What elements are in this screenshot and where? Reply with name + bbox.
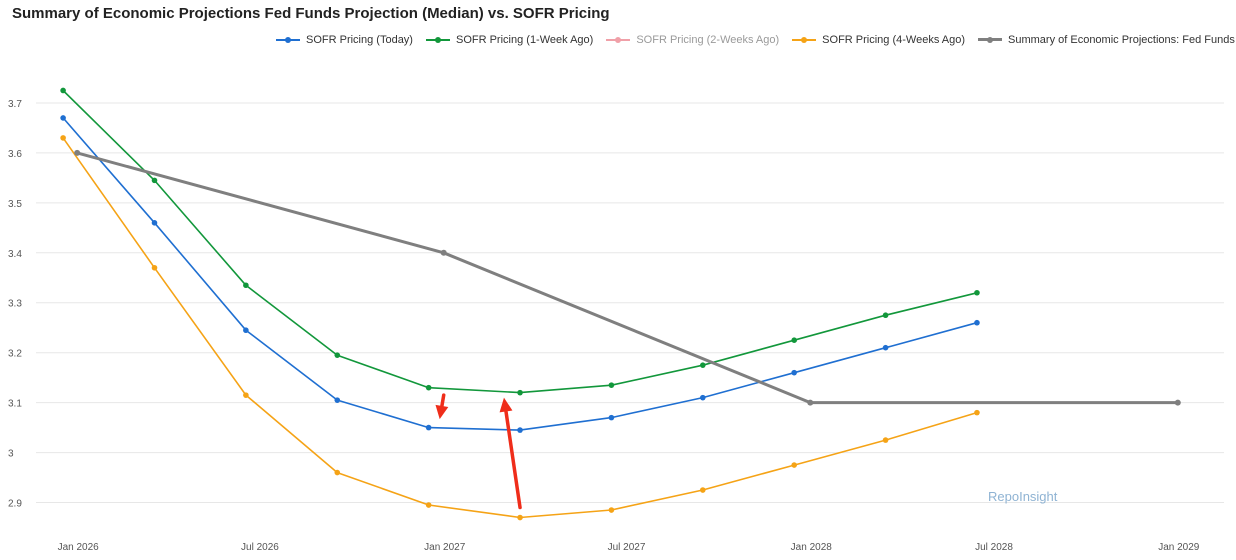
legend-swatch-sofr-2-weeks — [606, 35, 631, 45]
x-tick-label: Jan 2028 — [791, 542, 833, 553]
legend-swatch-dot — [801, 37, 808, 43]
arrow-shaft — [504, 409, 522, 510]
series-sofr-pricing-1-week-ago — [60, 87, 980, 396]
data-point-sofr-pricing-4-weeks-ago[interactable] — [243, 392, 249, 398]
legend-label-sep-fed-funds: Summary of Economic Projections: Fed Fun… — [1008, 34, 1236, 46]
data-point-sofr-pricing-today[interactable] — [517, 427, 523, 433]
data-point-sofr-pricing-4-weeks-ago[interactable] — [700, 487, 706, 493]
data-point-sofr-pricing-4-weeks-ago[interactable] — [517, 514, 523, 521]
series-sofr-pricing-4-weeks-ago — [60, 135, 980, 521]
data-point-sofr-pricing-1-week-ago[interactable] — [60, 87, 66, 94]
data-point-sofr-pricing-today[interactable] — [334, 397, 341, 403]
legend: SOFR Pricing (Today) SOFR Pricing (1-Wee… — [276, 34, 1236, 46]
arrow-head — [435, 404, 449, 420]
data-point-sofr-pricing-1-week-ago[interactable] — [791, 337, 797, 344]
data-point-sofr-pricing-1-week-ago[interactable] — [517, 389, 523, 396]
data-point-sofr-pricing-1-week-ago[interactable] — [243, 282, 249, 289]
data-point-sofr-pricing-4-weeks-ago[interactable] — [425, 502, 432, 508]
y-tick-label: 3.5 — [8, 199, 22, 210]
y-tick-label: 3.2 — [8, 349, 22, 360]
y-tick-label: 3.6 — [8, 149, 22, 160]
x-tick-label: Jul 2027 — [608, 542, 646, 553]
data-point-sofr-pricing-today[interactable] — [243, 327, 249, 334]
data-point-sofr-pricing-1-week-ago[interactable] — [882, 312, 889, 319]
series-summary-of-economic-projections-fed-funds-rate — [74, 149, 1181, 406]
data-point-sofr-pricing-today[interactable] — [425, 424, 432, 431]
data-point-sofr-pricing-4-weeks-ago[interactable] — [974, 409, 980, 416]
data-point-sofr-pricing-today[interactable] — [882, 344, 889, 351]
series-line-sofr-pricing-1-week-ago — [62, 89, 978, 394]
chart-title: Summary of Economic Projections Fed Fund… — [12, 5, 610, 22]
y-tick-label: 3 — [8, 449, 14, 460]
y-tick-label: 3.3 — [8, 299, 22, 310]
legend-item-sofr-today[interactable]: SOFR Pricing (Today) — [276, 34, 413, 46]
y-tick-label: 3.7 — [8, 99, 22, 110]
x-tick-label: Jul 2028 — [975, 542, 1013, 553]
legend-swatch-dot — [285, 37, 291, 43]
x-tick-label: Jan 2027 — [424, 542, 466, 553]
legend-swatch-sofr-4-weeks — [792, 35, 817, 45]
x-tick-label: Jan 2029 — [1158, 542, 1200, 553]
legend-swatch-sep-fed-funds — [978, 35, 1003, 45]
data-point-sofr-pricing-1-week-ago[interactable] — [334, 352, 341, 358]
data-point-sofr-pricing-4-weeks-ago[interactable] — [791, 462, 797, 468]
legend-item-sofr-1-week[interactable]: SOFR Pricing (1-Week Ago) — [425, 34, 594, 46]
legend-item-sep-fed-funds[interactable]: Summary of Economic Projections: Fed Fun… — [978, 34, 1236, 46]
legend-item-sofr-4-weeks[interactable]: SOFR Pricing (4-Weeks Ago) — [792, 34, 965, 46]
data-point-sofr-pricing-4-weeks-ago[interactable] — [334, 469, 341, 476]
data-point-sofr-pricing-today[interactable] — [60, 115, 66, 121]
data-point-sofr-pricing-4-weeks-ago[interactable] — [60, 135, 66, 141]
legend-label-sofr-1-week: SOFR Pricing (1-Week Ago) — [455, 34, 594, 46]
series-line-summary-of-economic-projections-fed-funds-rate — [76, 151, 1178, 405]
legend-swatch-dot — [434, 37, 441, 43]
data-point-summary-of-economic-projections-fed-funds-rate[interactable] — [440, 249, 447, 256]
arrow-head — [499, 397, 513, 413]
data-point-sofr-pricing-1-week-ago[interactable] — [700, 362, 706, 368]
data-point-sofr-pricing-today[interactable] — [974, 319, 980, 326]
data-point-sofr-pricing-today[interactable] — [700, 394, 706, 401]
data-point-summary-of-economic-projections-fed-funds-rate[interactable] — [1174, 399, 1181, 406]
data-point-sofr-pricing-1-week-ago[interactable] — [151, 177, 158, 184]
series-line-sofr-pricing-today — [62, 117, 978, 431]
arrow-shaft — [440, 393, 446, 408]
legend-swatch-sofr-today — [276, 35, 300, 45]
data-point-sofr-pricing-4-weeks-ago[interactable] — [608, 507, 615, 513]
x-tick-label: Jul 2026 — [241, 542, 279, 553]
y-tick-label: 2.9 — [8, 499, 22, 510]
y-tick-label: 3.4 — [8, 249, 22, 260]
y-axis-tick-labels: 2.9 3 3.1 3.2 3.3 3.4 3.5 3.6 3.7 — [8, 99, 22, 510]
data-point-sofr-pricing-4-weeks-ago[interactable] — [882, 437, 889, 443]
watermark: RepoInsight — [988, 489, 1058, 504]
gridlines — [36, 102, 1224, 504]
data-point-sofr-pricing-today[interactable] — [151, 220, 158, 226]
legend-swatch-dot — [615, 37, 622, 43]
legend-label-sofr-2-weeks: SOFR Pricing (2-Weeks Ago) — [636, 34, 780, 46]
data-point-sofr-pricing-4-weeks-ago[interactable] — [151, 264, 158, 271]
data-point-sofr-pricing-today[interactable] — [608, 414, 615, 421]
legend-item-sofr-2-weeks[interactable]: SOFR Pricing (2-Weeks Ago) — [606, 34, 779, 46]
y-tick-label: 3.1 — [8, 399, 22, 410]
legend-label-sofr-4-weeks: SOFR Pricing (4-Weeks Ago) — [822, 34, 966, 46]
x-tick-label: Jan 2026 — [58, 542, 100, 553]
data-point-sofr-pricing-1-week-ago[interactable] — [608, 382, 615, 388]
legend-label-sofr-today: SOFR Pricing (Today) — [306, 34, 413, 46]
data-point-sofr-pricing-1-week-ago[interactable] — [425, 384, 432, 391]
annotations — [435, 393, 522, 510]
data-point-summary-of-economic-projections-fed-funds-rate[interactable] — [74, 149, 81, 156]
x-axis-tick-labels: Jan 2026 Jul 2026 Jan 2027 Jul 2027 Jan 2028… — [58, 542, 1200, 553]
data-point-sofr-pricing-1-week-ago[interactable] — [974, 289, 980, 296]
annotation-arrow-1 — [435, 393, 449, 420]
legend-swatch-sofr-1-week — [425, 35, 450, 45]
annotation-arrow-2 — [499, 397, 522, 510]
series-sofr-pricing-today — [60, 115, 980, 433]
data-point-summary-of-economic-projections-fed-funds-rate[interactable] — [807, 399, 814, 406]
legend-swatch-dot — [987, 37, 994, 43]
data-point-sofr-pricing-today[interactable] — [791, 369, 797, 376]
series-lines — [60, 87, 1181, 521]
